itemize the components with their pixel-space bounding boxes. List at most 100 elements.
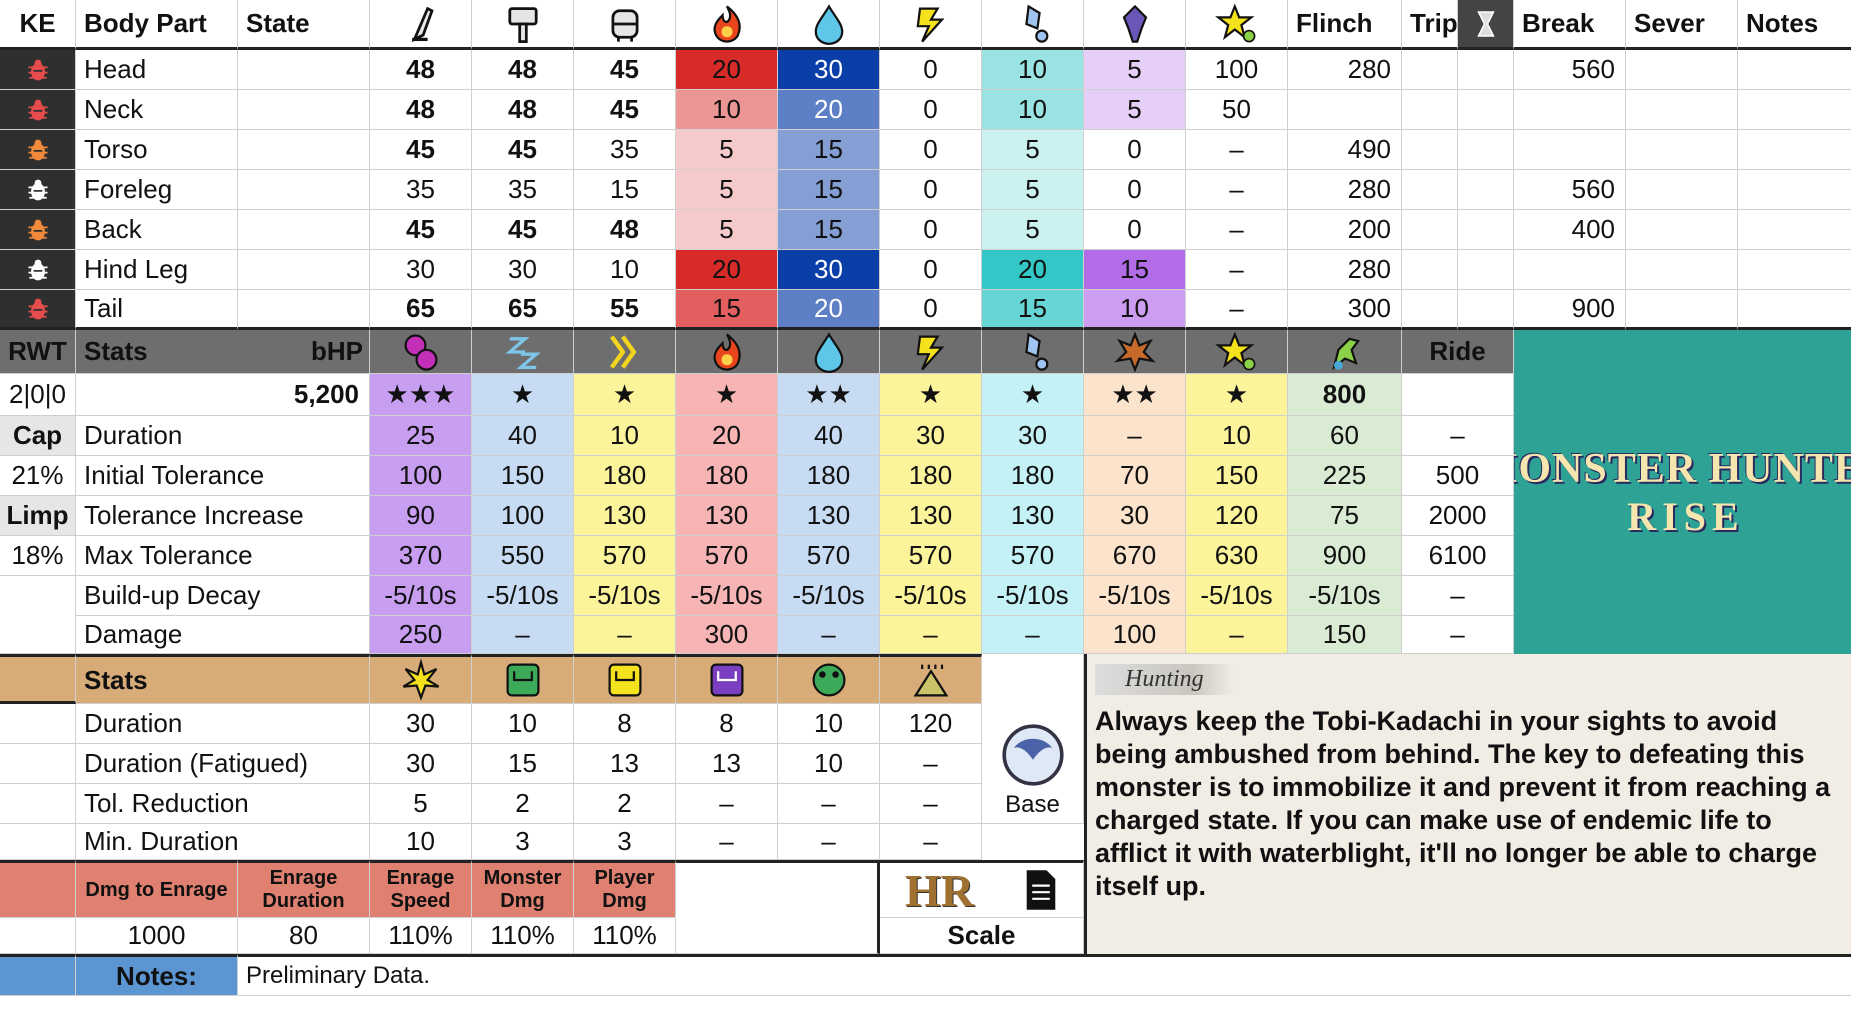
break-value: [1514, 90, 1626, 130]
status-stars: ★★: [1084, 374, 1186, 416]
document-icon: [1026, 870, 1056, 910]
sever-value: [1626, 130, 1738, 170]
trap-blank: [0, 784, 76, 824]
break-value: 560: [1514, 170, 1626, 210]
flinch-value: 280: [1288, 50, 1402, 90]
ice-hitzone: 20: [982, 250, 1084, 290]
trap-value: –: [676, 784, 778, 824]
trap-value: 30: [370, 744, 472, 784]
dragon-hitzone: 5: [1084, 50, 1186, 90]
status-value: –: [982, 616, 1084, 654]
status-value: 900: [1288, 536, 1402, 576]
player-dmg-value: 110%: [574, 918, 676, 954]
ice-hitzone: 10: [982, 50, 1084, 90]
status-value: 30: [982, 416, 1084, 456]
trap-value: 13: [574, 744, 676, 784]
hr-scale-icons: HR: [880, 860, 1084, 918]
status-value: 570: [676, 536, 778, 576]
status-value: -5/10s: [1186, 576, 1288, 616]
notes-label: Notes:: [76, 954, 238, 996]
monster-dmg-value: 110%: [472, 918, 574, 954]
paralysis-icon: [574, 330, 676, 374]
status-value: 25: [370, 416, 472, 456]
tranq-icon: [676, 654, 778, 704]
cut-hitzone: 65: [370, 290, 472, 330]
sever-value: [1626, 210, 1738, 250]
state-cell: [238, 170, 370, 210]
trap-row-label: Duration (Fatigued): [76, 744, 370, 784]
stun-hitzone: 100: [1186, 50, 1288, 90]
notes-blank: [0, 954, 76, 996]
trap-value: 120: [880, 704, 982, 744]
ke-bug-icon: [0, 90, 76, 130]
enrage-speed-label: Enrage Speed: [370, 860, 472, 918]
hunting-text: Always keep the Tobi-Kadachi in your sig…: [1095, 706, 1831, 901]
trap-value: 10: [370, 824, 472, 860]
stun-hitzone: –: [1186, 170, 1288, 210]
header-flinch: Flinch: [1288, 0, 1402, 50]
dragon-hitzone: 10: [1084, 290, 1186, 330]
stats-label: Stats: [84, 336, 148, 366]
status-value: 150: [1288, 616, 1402, 654]
rwt-value: 2|0|0: [0, 374, 76, 416]
ride-header: Ride: [1402, 330, 1514, 374]
hunting-tag: Hunting: [1095, 664, 1234, 695]
dragon-hitzone: 0: [1084, 170, 1186, 210]
cut-hitzone: 45: [370, 210, 472, 250]
ice-icon: [982, 0, 1084, 50]
ice-hitzone: 5: [982, 130, 1084, 170]
trap-value: –: [880, 744, 982, 784]
status-value: -5/10s: [880, 576, 982, 616]
status-value: 70: [1084, 456, 1186, 496]
trip-value: [1402, 170, 1458, 210]
ride-stars: [1402, 374, 1514, 416]
scale-label: Scale: [880, 918, 1084, 954]
waterblight-icon: [778, 330, 880, 374]
status-value: 20: [676, 416, 778, 456]
enrage-speed-value: 110%: [370, 918, 472, 954]
sever-value: [1626, 250, 1738, 290]
state-cell: [238, 210, 370, 250]
dung-icon: [880, 654, 982, 704]
fire-hitzone: 20: [676, 250, 778, 290]
enrage-empty: [676, 860, 880, 954]
status-row-label: Damage: [76, 616, 370, 654]
cap-label: Cap: [0, 416, 76, 456]
status-value: –: [778, 616, 880, 654]
rwt-header: RWT: [0, 330, 76, 374]
stun-icon: [1186, 0, 1288, 50]
status-value: 225: [1288, 456, 1402, 496]
status-value: 150: [472, 456, 574, 496]
state-cell: [238, 90, 370, 130]
blunt-hitzone: 65: [472, 290, 574, 330]
side-blank: [0, 576, 76, 654]
status-value: 60: [1288, 416, 1402, 456]
trap-value: 8: [676, 704, 778, 744]
trap-row-label: Min. Duration: [76, 824, 370, 860]
monster-dmg-label: Monster Dmg: [472, 860, 574, 918]
body-part-name: Neck: [76, 90, 238, 130]
body-part-name: Torso: [76, 130, 238, 170]
cut-hitzone: 45: [370, 130, 472, 170]
break-value: [1514, 250, 1626, 290]
sever-value: [1626, 50, 1738, 90]
fire-hitzone: 5: [676, 170, 778, 210]
body-part-name: Back: [76, 210, 238, 250]
trap-stats-header: Stats: [76, 654, 370, 704]
status-value: 570: [574, 536, 676, 576]
ke-bug-icon: [0, 290, 76, 330]
header-break: Break: [1514, 0, 1626, 50]
sever-value: [1626, 90, 1738, 130]
player-dmg-label: Player Dmg: [574, 860, 676, 918]
trap-row-label: Tol. Reduction: [76, 784, 370, 824]
hourglass-value: [1458, 50, 1514, 90]
status-value: 130: [574, 496, 676, 536]
logo-line-2: RISE: [1627, 493, 1745, 539]
ice-hitzone: 5: [982, 170, 1084, 210]
limp-value: 18%: [0, 536, 76, 576]
ride-value: 6100: [1402, 536, 1514, 576]
flash-icon: [370, 654, 472, 704]
shot-hitzone: 55: [574, 290, 676, 330]
